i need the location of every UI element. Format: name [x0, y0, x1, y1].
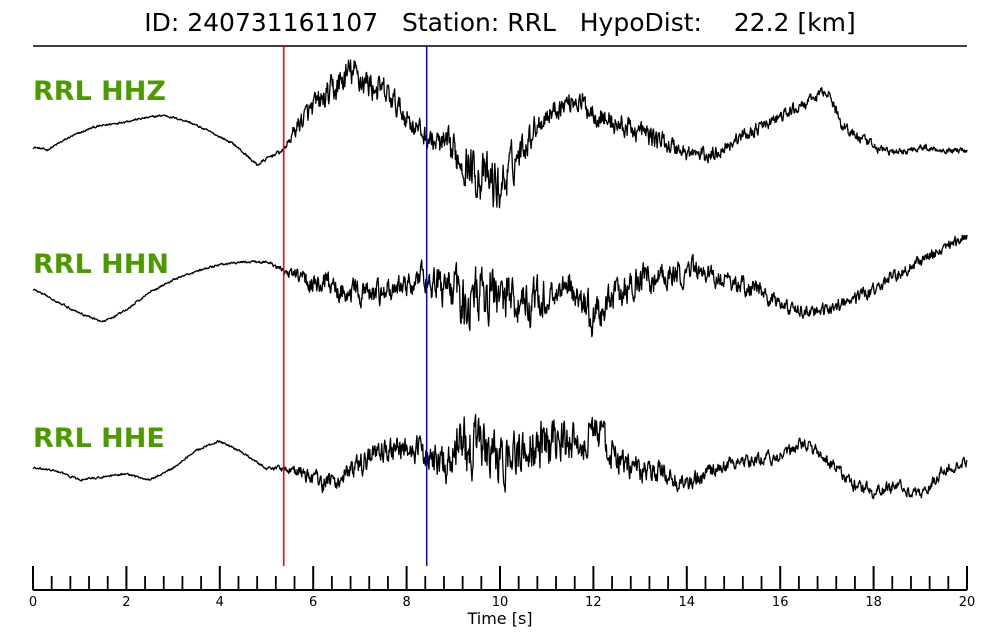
x-tick-label: 6: [309, 595, 317, 610]
x-tick-label: 2: [122, 595, 130, 610]
x-tick-label: 18: [865, 595, 882, 610]
title-station-value: RRL: [507, 8, 556, 37]
title-id-value: 240731161107: [187, 8, 379, 37]
trace-rrl-hhz: [32, 59, 968, 209]
trace-label-rrl-hhe: RRL HHE: [33, 423, 165, 454]
trace-group: [32, 59, 968, 500]
trace-rrl-hhn: [32, 234, 968, 338]
title-hypodist-value: 22.2: [733, 8, 790, 37]
title-hypodist-unit: [km]: [797, 8, 856, 37]
x-axis-label: Time [s]: [466, 609, 532, 628]
x-tick-label: 12: [585, 595, 602, 610]
time-axis: 0 2 4 6 8 10 12 14 16 18 20 Time [s]: [29, 566, 975, 628]
trace-rrl-hhe: [32, 413, 968, 500]
figure-title: ID: 240731161107 Station: RRL HypoDist: …: [0, 8, 1000, 37]
x-tick-label: 16: [772, 595, 789, 610]
x-tick-label: 20: [959, 595, 976, 610]
trace-label-rrl-hhz: RRL HHZ: [33, 76, 166, 107]
x-tick-label: 10: [492, 595, 509, 610]
title-hypodist-label: HypoDist:: [579, 8, 702, 37]
trace-label-rrl-hhn: RRL HHN: [33, 249, 169, 280]
x-tick-label: 4: [216, 595, 224, 610]
x-tick-label: 8: [402, 595, 410, 610]
x-tick-label: 0: [29, 595, 37, 610]
trace-labels: RRL HHZ RRL HHN RRL HHE: [33, 76, 169, 454]
x-tick-label: 14: [679, 595, 696, 610]
title-id-label: ID:: [144, 8, 180, 37]
title-station-label: Station:: [401, 8, 500, 37]
pick-lines: [283, 46, 428, 566]
